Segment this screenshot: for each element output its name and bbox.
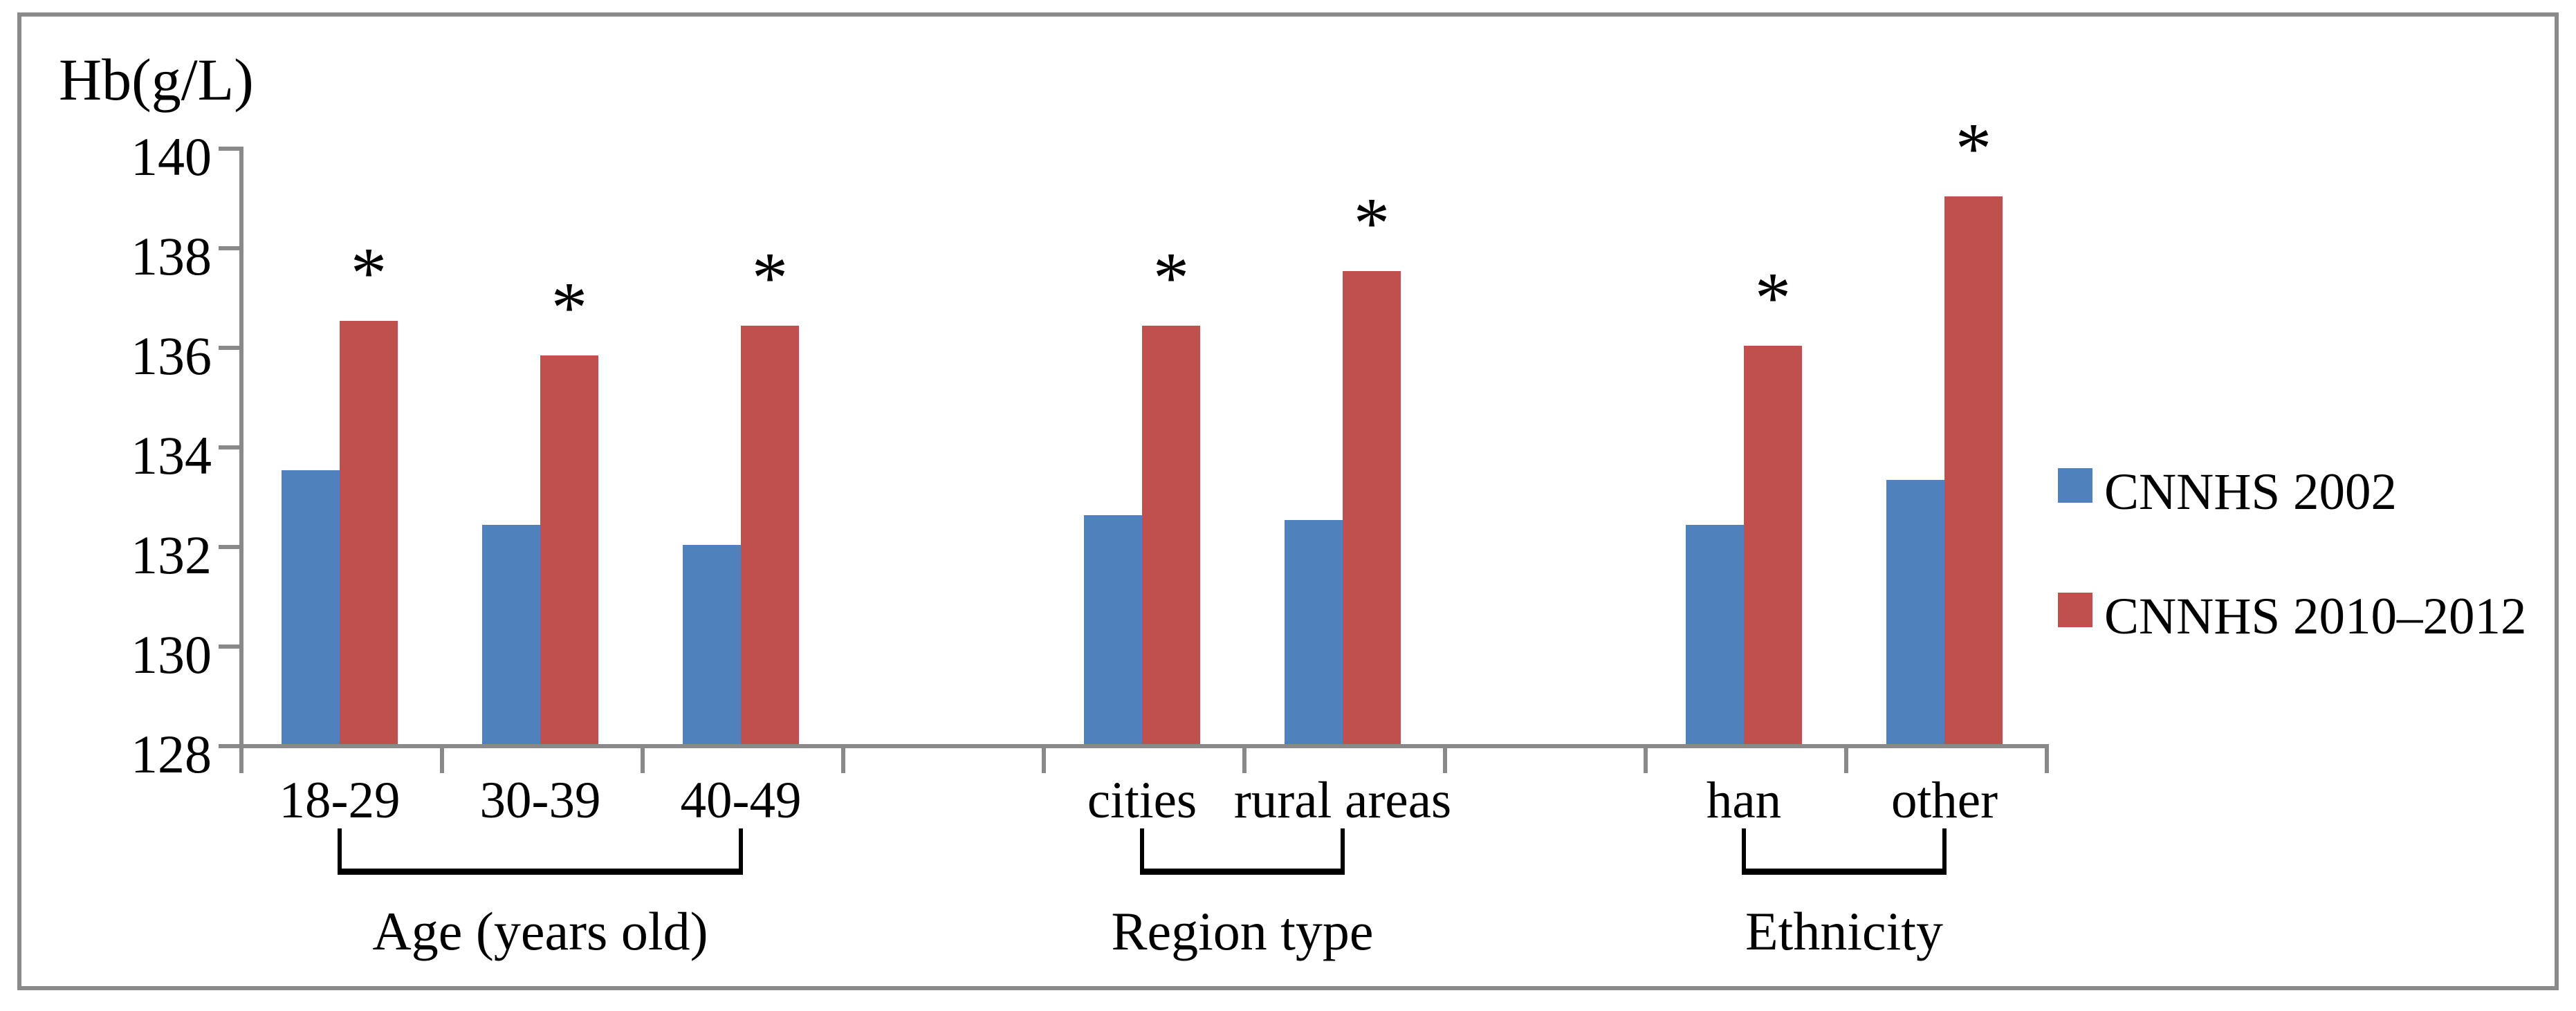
y-axis-line <box>239 147 243 748</box>
x-tick <box>440 748 444 773</box>
group-label: Age (years old) <box>372 901 708 961</box>
x-axis-line <box>239 744 2049 748</box>
y-tick-label: 140 <box>131 127 212 187</box>
x-category-label: 40-49 <box>680 772 802 829</box>
group-bracket-bar <box>1140 869 1345 875</box>
bar-cnnhs-2010–2012-han <box>1744 346 1802 744</box>
group-bracket-right-stub <box>739 828 743 875</box>
y-tick <box>219 346 239 350</box>
x-tick <box>2045 748 2049 773</box>
group-bracket-right-stub <box>1942 828 1947 875</box>
bar-cnnhs-2010–2012-18-29 <box>340 321 398 744</box>
group-bracket-left-stub <box>338 828 342 875</box>
x-category-label: rural areas <box>1233 772 1452 829</box>
bar-cnnhs-2002-other <box>1886 480 1944 744</box>
y-tick <box>219 147 239 151</box>
bar-cnnhs-2010–2012-30-39 <box>540 355 598 744</box>
bar-cnnhs-2002-40-49 <box>683 545 741 744</box>
significance-asterisk: * <box>1955 108 1992 189</box>
significance-asterisk: * <box>350 232 387 313</box>
y-tick-label: 134 <box>131 425 212 485</box>
y-tick <box>219 545 239 549</box>
y-tick <box>219 644 239 649</box>
y-tick-label: 130 <box>131 624 212 685</box>
significance-asterisk: * <box>1353 183 1390 263</box>
bar-cnnhs-2002-han <box>1686 525 1744 744</box>
bar-cnnhs-2002-30-39 <box>482 525 540 744</box>
y-tick <box>219 744 239 748</box>
y-axis-title: Hb(g/L) <box>59 46 254 113</box>
significance-asterisk: * <box>1152 237 1190 319</box>
x-tick <box>841 748 845 773</box>
x-tick <box>239 748 243 773</box>
group-bracket-right-stub <box>1341 828 1345 875</box>
legend-label-cnnhs-2002: CNNHS 2002 <box>2104 463 2397 521</box>
x-tick <box>1042 748 1046 773</box>
group-bracket-bar <box>338 869 743 875</box>
y-tick-label: 138 <box>131 226 212 286</box>
group-label: Region type <box>1111 901 1374 961</box>
x-category-label: han <box>1706 772 1782 829</box>
group-bracket-bar <box>1742 869 1947 875</box>
bar-cnnhs-2002-cities <box>1084 514 1142 744</box>
y-tick-label: 132 <box>131 525 212 585</box>
x-tick <box>1844 748 1848 773</box>
x-category-label: 30-39 <box>479 772 601 829</box>
y-tick <box>219 246 239 250</box>
bar-cnnhs-2002-18-29 <box>282 470 340 744</box>
group-label: Ethnicity <box>1745 901 1943 961</box>
x-tick <box>1443 748 1447 773</box>
y-tick-label: 128 <box>131 724 212 784</box>
x-tick <box>641 748 645 773</box>
figure-frame <box>17 12 2559 990</box>
bar-cnnhs-2010–2012-cities <box>1142 326 1200 744</box>
legend-swatch-cnnhs-2002 <box>2058 468 2092 503</box>
bar-cnnhs-2002-rural-areas <box>1285 520 1343 744</box>
legend-swatch-cnnhs-2010-2012 <box>2058 593 2092 627</box>
y-tick <box>219 445 239 449</box>
x-category-label: other <box>1890 772 1998 829</box>
significance-asterisk: * <box>1754 257 1792 338</box>
significance-asterisk: * <box>751 237 789 319</box>
legend-label-cnnhs-2010-2012: CNNHS 2010–2012 <box>2104 588 2527 645</box>
bar-cnnhs-2010–2012-other <box>1944 196 2003 744</box>
x-tick <box>1242 748 1246 773</box>
bar-cnnhs-2010–2012-40-49 <box>741 326 799 744</box>
significance-asterisk: * <box>551 267 588 349</box>
bar-cnnhs-2010–2012-rural-areas <box>1343 271 1401 744</box>
x-category-label: cities <box>1087 772 1197 829</box>
group-bracket-left-stub <box>1742 828 1746 875</box>
group-bracket-left-stub <box>1140 828 1144 875</box>
y-tick-label: 136 <box>131 326 212 386</box>
x-tick <box>1644 748 1648 773</box>
x-category-label: 18-29 <box>279 772 401 829</box>
